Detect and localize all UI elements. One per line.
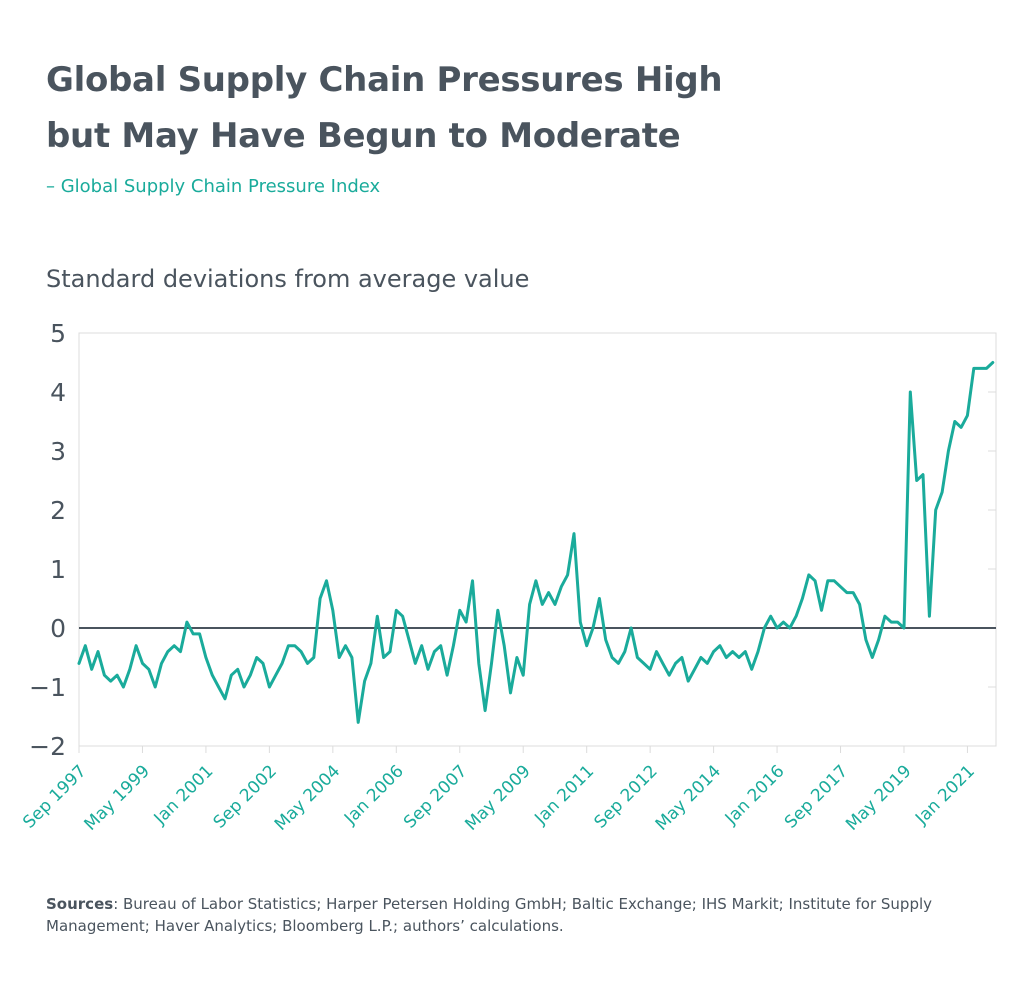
y-tick-label: 1 — [50, 555, 66, 584]
y-tick-label: −2 — [29, 732, 66, 761]
plot-frame — [78, 332, 997, 747]
x-tick-label: Jan 2021 — [911, 761, 979, 829]
chart-title-line-1: Global Supply Chain Pressures High — [46, 60, 723, 100]
sources-text: : Bureau of Labor Statistics; Harper Pet… — [46, 895, 933, 935]
x-tick-label: Jan 2011 — [530, 761, 598, 829]
x-tick-label: May 2009 — [461, 761, 534, 834]
y-axis-label: Standard deviations from average value — [46, 265, 530, 293]
x-tick-label: Sep 2002 — [210, 761, 281, 832]
y-tick-label: 3 — [50, 437, 66, 466]
x-tick-label: May 2004 — [271, 761, 344, 834]
x-tick-label: Sep 2012 — [590, 761, 661, 832]
y-tick-label: 4 — [50, 378, 66, 407]
chart-title-line-2: but May Have Begun to Moderate — [46, 116, 681, 156]
series-line — [77, 361, 995, 724]
y-tick-label: 0 — [50, 614, 66, 643]
y-tick-label: 2 — [50, 496, 66, 525]
y-tick-label: 5 — [50, 319, 66, 348]
sources-note: Sources: Bureau of Labor Statistics; Har… — [46, 893, 986, 937]
x-tick-label: Sep 2017 — [781, 761, 852, 832]
x-tick-label: Jan 2001 — [150, 761, 218, 829]
legend-label: – Global Supply Chain Pressure Index — [46, 176, 381, 197]
x-tick-label: Sep 2007 — [400, 761, 471, 832]
x-tick-label: Jan 2006 — [340, 761, 408, 829]
y-tick-label: −1 — [29, 673, 66, 702]
x-tick-label: May 2019 — [842, 761, 915, 834]
sources-label: Sources — [46, 895, 114, 913]
chart-title: Global Supply Chain Pressures High but M… — [46, 52, 946, 164]
x-tick-label: Jan 2016 — [721, 761, 789, 829]
x-tick-label: May 1999 — [81, 761, 154, 834]
x-tick-label: Sep 1997 — [19, 761, 90, 832]
x-tick-label: May 2014 — [652, 761, 725, 834]
